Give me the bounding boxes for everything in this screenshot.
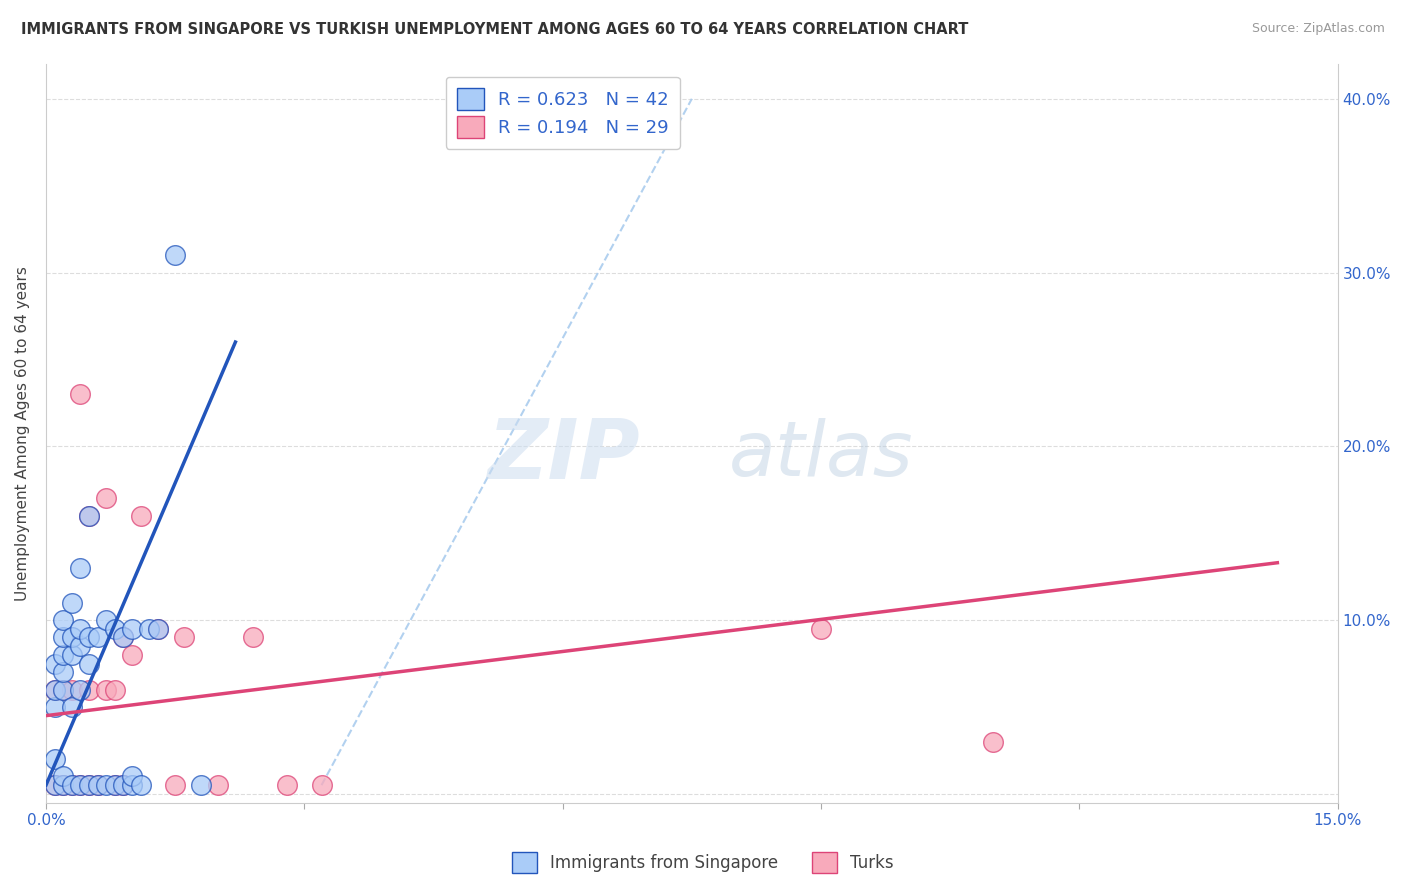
Point (52, 769, 75, 783)
Point (981, 735, 1004, 749)
Point (44, 682, 66, 697)
Point (77, 508, 100, 523)
Point (96, 682, 118, 697)
Point (69, 778, 91, 792)
Point (112, 778, 135, 792)
Point (104, 622, 127, 636)
Point (44, 700, 66, 714)
Point (77, 682, 100, 697)
Point (112, 778, 135, 792)
Point (112, 631, 135, 645)
Point (121, 622, 143, 636)
Point (52, 778, 75, 792)
Point (52, 613, 75, 627)
Point (52, 648, 75, 662)
Legend: Immigrants from Singapore, Turks: Immigrants from Singapore, Turks (506, 846, 900, 880)
Point (121, 648, 143, 662)
Point (311, 778, 333, 792)
Point (77, 631, 100, 645)
Point (52, 682, 75, 697)
Point (810, 622, 832, 636)
Point (96, 491, 118, 506)
Point (86, 631, 108, 645)
Point (44, 752, 66, 766)
Point (276, 778, 298, 792)
Point (96, 778, 118, 792)
Point (173, 631, 195, 645)
Text: IMMIGRANTS FROM SINGAPORE VS TURKISH UNEMPLOYMENT AMONG AGES 60 TO 64 YEARS CORR: IMMIGRANTS FROM SINGAPORE VS TURKISH UNE… (21, 22, 969, 37)
Point (69, 778, 91, 792)
Point (69, 622, 91, 636)
Point (86, 778, 108, 792)
Point (44, 682, 66, 697)
Point (146, 622, 169, 636)
Point (60, 682, 83, 697)
Point (242, 631, 264, 645)
Point (77, 657, 100, 671)
Point (104, 778, 127, 792)
Point (77, 508, 100, 523)
Text: ZIP: ZIP (488, 415, 640, 496)
Point (69, 387, 91, 401)
Legend: R = 0.623   N = 42, R = 0.194   N = 29: R = 0.623 N = 42, R = 0.194 N = 29 (446, 77, 679, 149)
Text: Source: ZipAtlas.com: Source: ZipAtlas.com (1251, 22, 1385, 36)
Y-axis label: Unemployment Among Ages 60 to 64 years: Unemployment Among Ages 60 to 64 years (15, 266, 30, 600)
Point (104, 682, 127, 697)
Point (60, 700, 83, 714)
Point (60, 596, 83, 610)
Point (60, 778, 83, 792)
Point (52, 682, 75, 697)
Point (121, 769, 143, 783)
Point (121, 778, 143, 792)
Text: atlas: atlas (728, 418, 914, 492)
Point (138, 622, 160, 636)
Point (44, 778, 66, 792)
Point (96, 613, 118, 627)
Point (52, 631, 75, 645)
Point (77, 778, 100, 792)
Point (129, 778, 152, 792)
Point (44, 778, 66, 792)
Point (60, 778, 83, 792)
Point (69, 639, 91, 653)
Point (129, 508, 152, 523)
Point (60, 648, 83, 662)
Point (165, 248, 187, 262)
Point (104, 778, 127, 792)
Point (69, 682, 91, 697)
Point (69, 561, 91, 575)
Point (52, 665, 75, 680)
Point (86, 778, 108, 792)
Point (146, 622, 169, 636)
Point (112, 631, 135, 645)
Point (207, 778, 229, 792)
Point (77, 778, 100, 792)
Point (52, 778, 75, 792)
Point (44, 657, 66, 671)
Point (60, 631, 83, 645)
Point (190, 778, 212, 792)
Point (165, 778, 187, 792)
